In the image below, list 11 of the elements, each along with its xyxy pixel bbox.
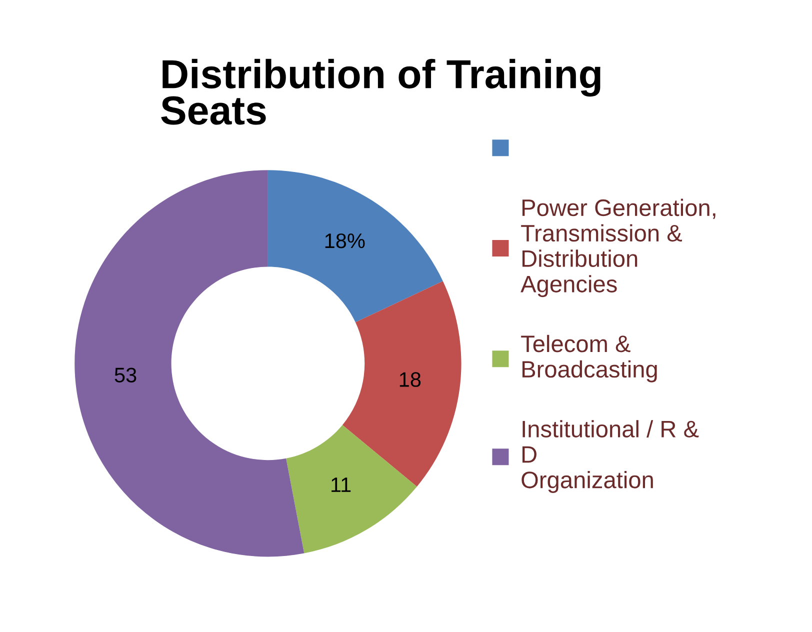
legend-label: Institutional / R & D Organization [522, 420, 699, 493]
donut-slice [268, 170, 443, 322]
legend-label: Telecom & Broadcasting [521, 334, 657, 382]
data-label: 11 [332, 478, 351, 492]
legend-label: Power Generation, Transmission & Distribution Agencies [520, 198, 716, 298]
data-label: 53 [114, 368, 136, 382]
donut-slice [286, 425, 417, 554]
chart-title: Distribution of Training Seats [161, 58, 600, 125]
data-label: 18 [400, 372, 421, 387]
donut-slice [74, 170, 304, 557]
data-label: 18% [325, 233, 365, 248]
